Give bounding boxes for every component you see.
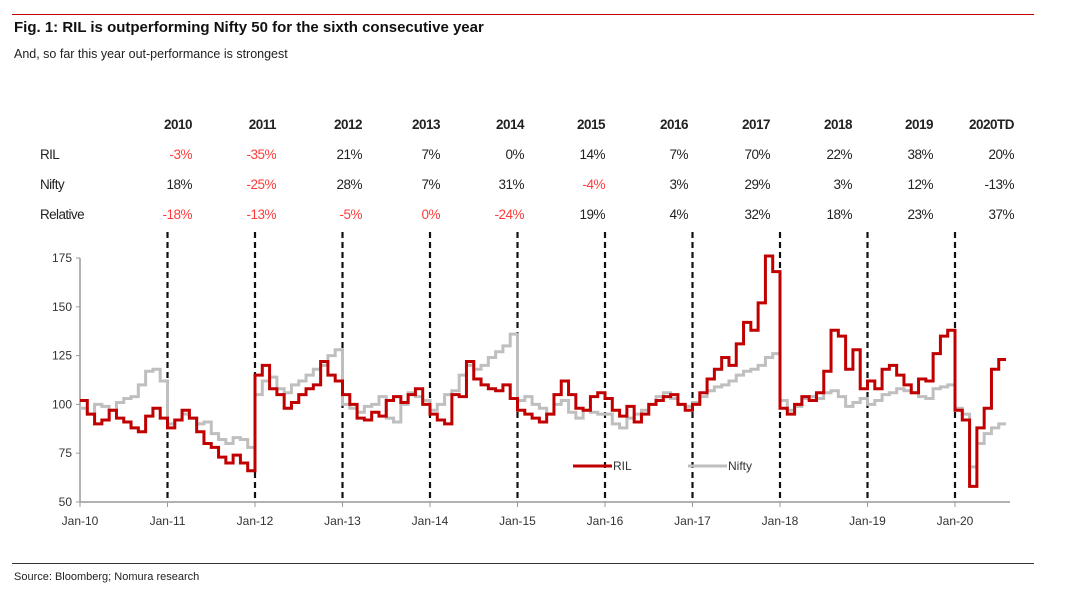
table-cell: 37% <box>988 207 1014 222</box>
table-cell: -4% <box>582 177 605 192</box>
legend-label-nifty: Nifty <box>728 459 752 473</box>
table-cell: 18% <box>826 207 852 222</box>
series-line-nifty <box>80 332 1007 469</box>
y-tick-label: 100 <box>52 397 72 411</box>
figure-subtitle: And, so far this year out-performance is… <box>14 47 288 61</box>
table-cell: 18% <box>166 177 192 192</box>
table-cell: 32% <box>744 207 770 222</box>
row-label: Nifty <box>40 177 65 192</box>
x-tick-label: Jan-20 <box>937 514 974 528</box>
table-cell: 20% <box>988 147 1014 162</box>
column-header: 2017 <box>741 117 771 132</box>
figure-title: Fig. 1: RIL is outperforming Nifty 50 fo… <box>14 19 484 36</box>
table-cell: 31% <box>498 177 524 192</box>
table-cell: 19% <box>579 207 605 222</box>
table-cell: 38% <box>907 147 933 162</box>
x-tick-label: Jan-17 <box>674 514 711 528</box>
table-cell: 3% <box>833 177 852 192</box>
column-header: 2011 <box>248 117 277 132</box>
table-cell: 23% <box>907 207 933 222</box>
table-cell: 0% <box>421 207 440 222</box>
y-tick-label: 175 <box>52 251 72 265</box>
column-header: 2012 <box>333 117 363 132</box>
column-header: 2013 <box>411 117 441 132</box>
bottom-rule <box>12 563 1034 564</box>
table-cell: 21% <box>336 147 362 162</box>
column-header: 2019 <box>904 117 934 132</box>
column-header: 2018 <box>823 117 853 132</box>
table-cell: 14% <box>579 147 605 162</box>
x-tick-label: Jan-10 <box>62 514 99 528</box>
row-label: RIL <box>40 147 60 162</box>
column-header: 2014 <box>495 117 525 132</box>
y-tick-label: 50 <box>59 495 73 509</box>
column-header: 2010 <box>163 117 193 132</box>
table-cell: -24% <box>494 207 524 222</box>
table-cell: 29% <box>744 177 770 192</box>
y-tick-label: 150 <box>52 300 72 314</box>
top-rule <box>12 14 1034 15</box>
x-tick-label: Jan-16 <box>587 514 624 528</box>
table-cell: 12% <box>907 177 933 192</box>
table-cell: 70% <box>744 147 770 162</box>
x-tick-label: Jan-13 <box>324 514 361 528</box>
table-cell: -13% <box>246 207 276 222</box>
table-cell: 4% <box>669 207 688 222</box>
x-tick-label: Jan-18 <box>762 514 799 528</box>
x-tick-label: Jan-15 <box>499 514 536 528</box>
column-header: 2016 <box>659 117 689 132</box>
table-cell: 0% <box>505 147 524 162</box>
x-tick-label: Jan-11 <box>150 514 186 528</box>
column-header: 2015 <box>576 117 606 132</box>
row-label: Relative <box>40 207 85 222</box>
table-cell: -5% <box>339 207 362 222</box>
column-header: 2020TD <box>968 117 1015 132</box>
table-cell: 3% <box>669 177 688 192</box>
table-cell: 7% <box>669 147 688 162</box>
legend-label-ril: RIL <box>613 459 632 473</box>
table-cell: 22% <box>826 147 852 162</box>
x-tick-label: Jan-19 <box>849 514 886 528</box>
series-line-ril <box>80 254 1007 488</box>
source-note: Source: Bloomberg; Nomura research <box>14 571 200 583</box>
x-tick-label: Jan-12 <box>237 514 274 528</box>
y-tick-label: 75 <box>59 446 73 460</box>
table-cell: -18% <box>162 207 192 222</box>
table-cell: -35% <box>246 147 276 162</box>
x-tick-label: Jan-14 <box>412 514 449 528</box>
y-tick-label: 125 <box>52 349 72 363</box>
table-cell: 7% <box>421 147 440 162</box>
table-cell: -13% <box>984 177 1014 192</box>
table-cell: 28% <box>336 177 362 192</box>
table-cell: -25% <box>246 177 276 192</box>
table-cell: 7% <box>421 177 440 192</box>
table-cell: -3% <box>169 147 192 162</box>
